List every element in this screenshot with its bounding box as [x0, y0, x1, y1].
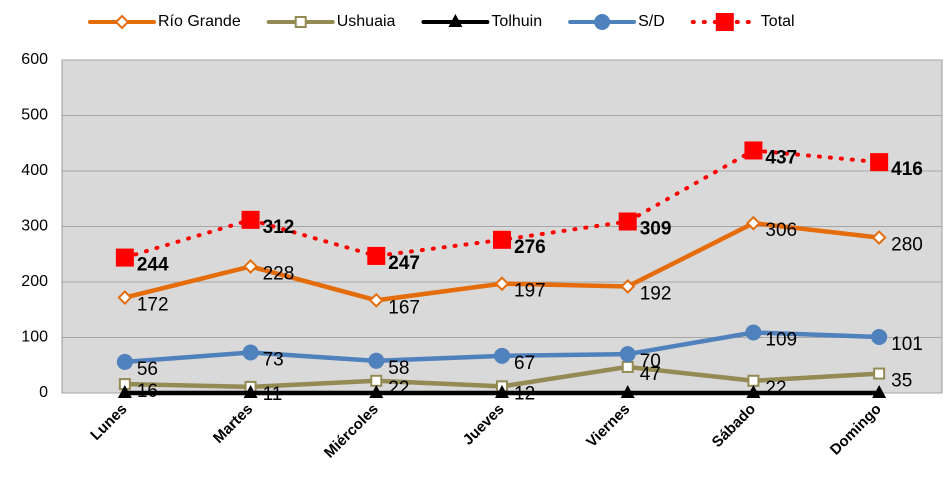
data-label: 312	[263, 217, 295, 238]
data-label: 244	[137, 255, 169, 276]
point-marker	[495, 385, 509, 398]
data-label: 109	[765, 330, 797, 351]
data-label: 192	[640, 283, 672, 304]
point-marker	[115, 248, 134, 267]
y-tick-label: 0	[39, 384, 48, 401]
point-marker	[494, 347, 510, 364]
x-tick-label: Viernes	[583, 401, 633, 451]
x-tick-label: Miércoles	[321, 401, 382, 462]
point-marker	[368, 292, 384, 308]
point-marker	[871, 328, 888, 345]
data-label: 276	[514, 237, 546, 258]
x-tick-label: Martes	[210, 401, 256, 447]
point-marker	[745, 324, 762, 341]
point-marker	[117, 385, 132, 398]
data-label: 280	[891, 235, 923, 256]
data-label: 437	[765, 147, 797, 168]
point-marker	[621, 360, 634, 373]
legend-label: S/D	[638, 13, 665, 30]
point-marker	[744, 141, 763, 160]
x-tick-label: Sábado	[709, 401, 759, 451]
data-label: 172	[137, 295, 169, 316]
data-label: 73	[263, 350, 284, 371]
x-tick-label: Lunes	[87, 401, 130, 444]
point-marker	[243, 259, 258, 274]
data-label: 67	[514, 353, 535, 374]
legend-marker	[594, 14, 611, 30]
y-tick-label: 200	[21, 273, 48, 290]
data-label: 56	[137, 359, 158, 380]
point-marker	[117, 290, 133, 305]
x-tick-label: Domingo	[827, 401, 885, 459]
point-marker	[618, 212, 637, 231]
y-tick-label: 100	[21, 329, 48, 346]
point-marker	[619, 346, 636, 363]
y-tick-label: 300	[21, 218, 48, 235]
point-marker	[243, 385, 258, 398]
data-label: 35	[891, 371, 912, 392]
legend-label: Tolhuin	[491, 13, 542, 30]
point-marker	[242, 344, 259, 361]
legend-marker	[715, 13, 734, 31]
point-marker	[873, 367, 886, 380]
data-label: 228	[263, 263, 295, 284]
data-label: 247	[388, 253, 420, 274]
point-marker	[620, 385, 635, 398]
legend-label: Ushuaia	[337, 13, 396, 30]
y-tick-label: 400	[21, 162, 48, 179]
point-marker	[620, 279, 636, 294]
point-marker	[493, 230, 511, 249]
legend-label: Río Grande	[158, 13, 241, 30]
data-label: 309	[640, 219, 672, 240]
data-label: 167	[388, 297, 420, 318]
data-label: 47	[640, 364, 661, 385]
x-tick-label: Jueves	[460, 401, 508, 449]
point-marker	[872, 385, 887, 398]
point-marker	[116, 353, 133, 370]
point-marker	[241, 210, 260, 229]
point-marker	[746, 215, 761, 231]
point-marker	[870, 153, 889, 172]
data-label: 197	[514, 281, 546, 302]
point-marker	[871, 230, 887, 246]
data-label: 70	[640, 351, 661, 372]
point-marker	[368, 352, 385, 369]
data-label: 306	[765, 220, 797, 241]
y-tick-label: 600	[21, 51, 48, 68]
point-marker	[367, 246, 386, 265]
data-label: 101	[891, 334, 923, 355]
data-label: 22	[388, 378, 409, 399]
point-marker	[369, 385, 384, 398]
legend-marker	[448, 14, 463, 27]
point-marker	[370, 374, 383, 387]
data-label: 22	[765, 378, 786, 399]
point-marker	[746, 385, 761, 398]
data-label: 416	[891, 159, 923, 180]
legend-label: Total	[761, 13, 795, 30]
legend-marker	[114, 14, 130, 30]
data-label: 58	[388, 358, 409, 379]
point-marker	[747, 374, 760, 387]
point-marker	[494, 276, 510, 292]
legend-marker	[294, 16, 307, 28]
y-tick-label: 500	[21, 107, 48, 124]
